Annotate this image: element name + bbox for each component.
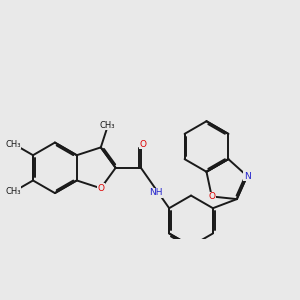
- Text: NH: NH: [148, 188, 162, 197]
- Text: CH₃: CH₃: [5, 187, 21, 196]
- Text: CH₃: CH₃: [100, 121, 115, 130]
- Text: O: O: [97, 184, 104, 193]
- Text: CH₃: CH₃: [5, 140, 21, 149]
- Text: N: N: [244, 172, 250, 181]
- Text: O: O: [140, 140, 147, 148]
- Text: O: O: [208, 192, 215, 201]
